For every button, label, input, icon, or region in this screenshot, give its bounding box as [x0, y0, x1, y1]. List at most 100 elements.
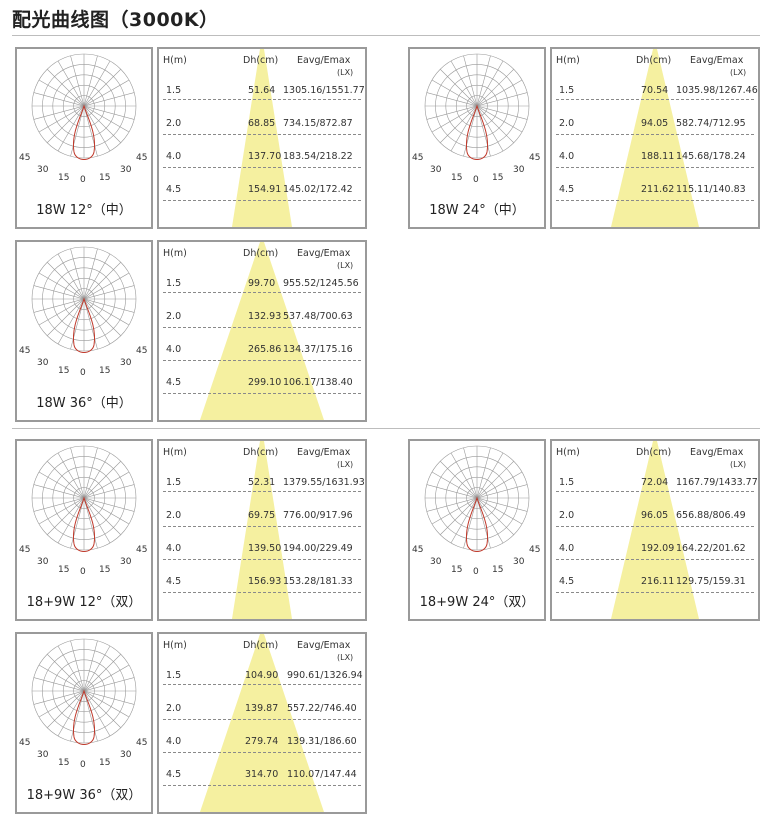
- row-divider: [556, 491, 754, 492]
- angle-label: 15: [58, 366, 70, 376]
- beam-fill: [200, 242, 324, 420]
- angle-label: 30: [430, 557, 442, 567]
- diameter-header: Dh(cm): [636, 447, 672, 458]
- fixture-caption: 18W 36°（中）: [36, 396, 132, 411]
- illuminance-unit: (LX): [337, 261, 354, 270]
- height-cell: 1.5: [166, 670, 182, 681]
- height-cell: 2.0: [559, 118, 575, 129]
- height-cell: 1.5: [166, 477, 182, 488]
- diameter-cell: 216.11: [641, 576, 675, 587]
- fixture-caption: 18W 12°（中）: [36, 203, 132, 218]
- height-cell: 4.0: [559, 151, 575, 162]
- fixture-caption: 18W 24°（中）: [429, 203, 525, 218]
- diameter-header: Dh(cm): [243, 248, 279, 259]
- diameter-cell: 188.11: [641, 151, 675, 162]
- row-divider: [556, 592, 754, 593]
- illuminance-header: Eavg/Emax: [690, 55, 744, 66]
- beam-fill: [200, 634, 324, 812]
- beam-cone: [611, 49, 699, 227]
- diameter-cell: 96.05: [641, 510, 669, 521]
- height-cell: 1.5: [559, 477, 575, 488]
- diameter-cell: 69.75: [248, 510, 276, 521]
- diameter-cell: 299.10: [248, 377, 282, 388]
- height-cell: 4.5: [166, 769, 182, 780]
- angle-label: 0: [80, 175, 86, 185]
- angle-label: 0: [80, 567, 86, 577]
- illuminance-cell: 194.00/229.49: [283, 543, 353, 554]
- height-cell: 2.0: [166, 703, 182, 714]
- diameter-cell: 156.93: [248, 576, 282, 587]
- angle-label: 30: [37, 358, 49, 368]
- beam-fill: [232, 441, 292, 619]
- height-cell: 4.5: [166, 184, 182, 195]
- height-cell: 4.0: [166, 151, 182, 162]
- row-divider: [163, 327, 361, 328]
- intensity-curve: [72, 689, 96, 745]
- angle-label: 45: [412, 545, 424, 555]
- section-divider: [12, 428, 760, 429]
- illuminance-cell: 106.17/138.40: [283, 377, 353, 388]
- diameter-cell: 70.54: [641, 85, 669, 96]
- intensity-curve: [465, 104, 489, 160]
- illuminance-header: Eavg/Emax: [297, 55, 351, 66]
- angle-label: 30: [513, 557, 525, 567]
- fixture-caption: 18+9W 12°（双）: [26, 595, 142, 610]
- height-cell: 4.5: [166, 576, 182, 587]
- row-divider: [556, 99, 754, 100]
- row-divider: [556, 200, 754, 201]
- illuminance-table: H(m) Dh(cm) Eavg/Emax (LX) 1.5 52.31 137…: [157, 439, 367, 621]
- diameter-cell: 99.70: [248, 278, 276, 289]
- illuminance-cell: 183.54/218.22: [283, 151, 353, 162]
- illuminance-cell: 139.31/186.60: [287, 736, 357, 747]
- height-cell: 4.5: [166, 377, 182, 388]
- polar-diagram: 45 30 15 0 15 30 45 18W 24°（中）: [408, 47, 546, 229]
- row-divider: [556, 167, 754, 168]
- diameter-cell: 314.70: [245, 769, 279, 780]
- intensity-curve: [72, 496, 96, 552]
- diameter-cell: 94.05: [641, 118, 669, 129]
- diameter-header: Dh(cm): [243, 55, 279, 66]
- diameter-header: Dh(cm): [636, 55, 672, 66]
- angle-label: 45: [136, 346, 148, 356]
- row-divider: [556, 134, 754, 135]
- angle-label: 30: [120, 358, 132, 368]
- height-header: H(m): [556, 55, 580, 66]
- row-divider: [556, 559, 754, 560]
- angle-label: 45: [19, 346, 31, 356]
- light-distribution-panel: 45 30 15 0 15 30 45 18+9W 36°（双） H(m) Dh…: [15, 632, 367, 814]
- polar-diagram: 45 30 15 0 15 30 45 18+9W 36°（双）: [15, 632, 153, 814]
- polar-grid: [424, 445, 530, 552]
- diameter-cell: 265.86: [248, 344, 282, 355]
- row-divider: [163, 559, 361, 560]
- angle-label: 45: [529, 153, 541, 163]
- illuminance-unit: (LX): [337, 68, 354, 77]
- angle-label: 15: [58, 565, 70, 575]
- row-divider: [163, 360, 361, 361]
- illuminance-unit: (LX): [730, 460, 747, 469]
- illuminance-cell: 1035.98/1267.46: [676, 85, 758, 96]
- light-distribution-panel: 45 30 15 0 15 30 45 18W 12°（中） H(m) Dh(c…: [15, 47, 367, 229]
- illuminance-cell: 145.68/178.24: [676, 151, 746, 162]
- intensity-curve: [465, 496, 489, 552]
- illuminance-cell: 129.75/159.31: [676, 576, 746, 587]
- angle-label: 15: [99, 565, 111, 575]
- illuminance-table: H(m) Dh(cm) Eavg/Emax (LX) 1.5 72.04 116…: [550, 439, 760, 621]
- angle-label: 15: [58, 758, 70, 768]
- row-divider: [163, 292, 361, 293]
- row-divider: [163, 167, 361, 168]
- angle-label: 45: [412, 153, 424, 163]
- angle-label: 0: [473, 175, 479, 185]
- height-header: H(m): [163, 248, 187, 259]
- illuminance-cell: 990.61/1326.94: [287, 670, 363, 681]
- illuminance-table: H(m) Dh(cm) Eavg/Emax (LX) 1.5 104.90 99…: [157, 632, 367, 814]
- angle-label: 45: [19, 738, 31, 748]
- angle-label: 15: [99, 758, 111, 768]
- angle-label: 30: [120, 557, 132, 567]
- beam-cone: [611, 441, 699, 619]
- polar-grid: [424, 53, 530, 160]
- row-divider: [163, 785, 361, 786]
- illuminance-cell: 1167.79/1433.77: [676, 477, 758, 488]
- angle-label: 45: [529, 545, 541, 555]
- angle-label: 0: [80, 368, 86, 378]
- illuminance-header: Eavg/Emax: [297, 640, 351, 651]
